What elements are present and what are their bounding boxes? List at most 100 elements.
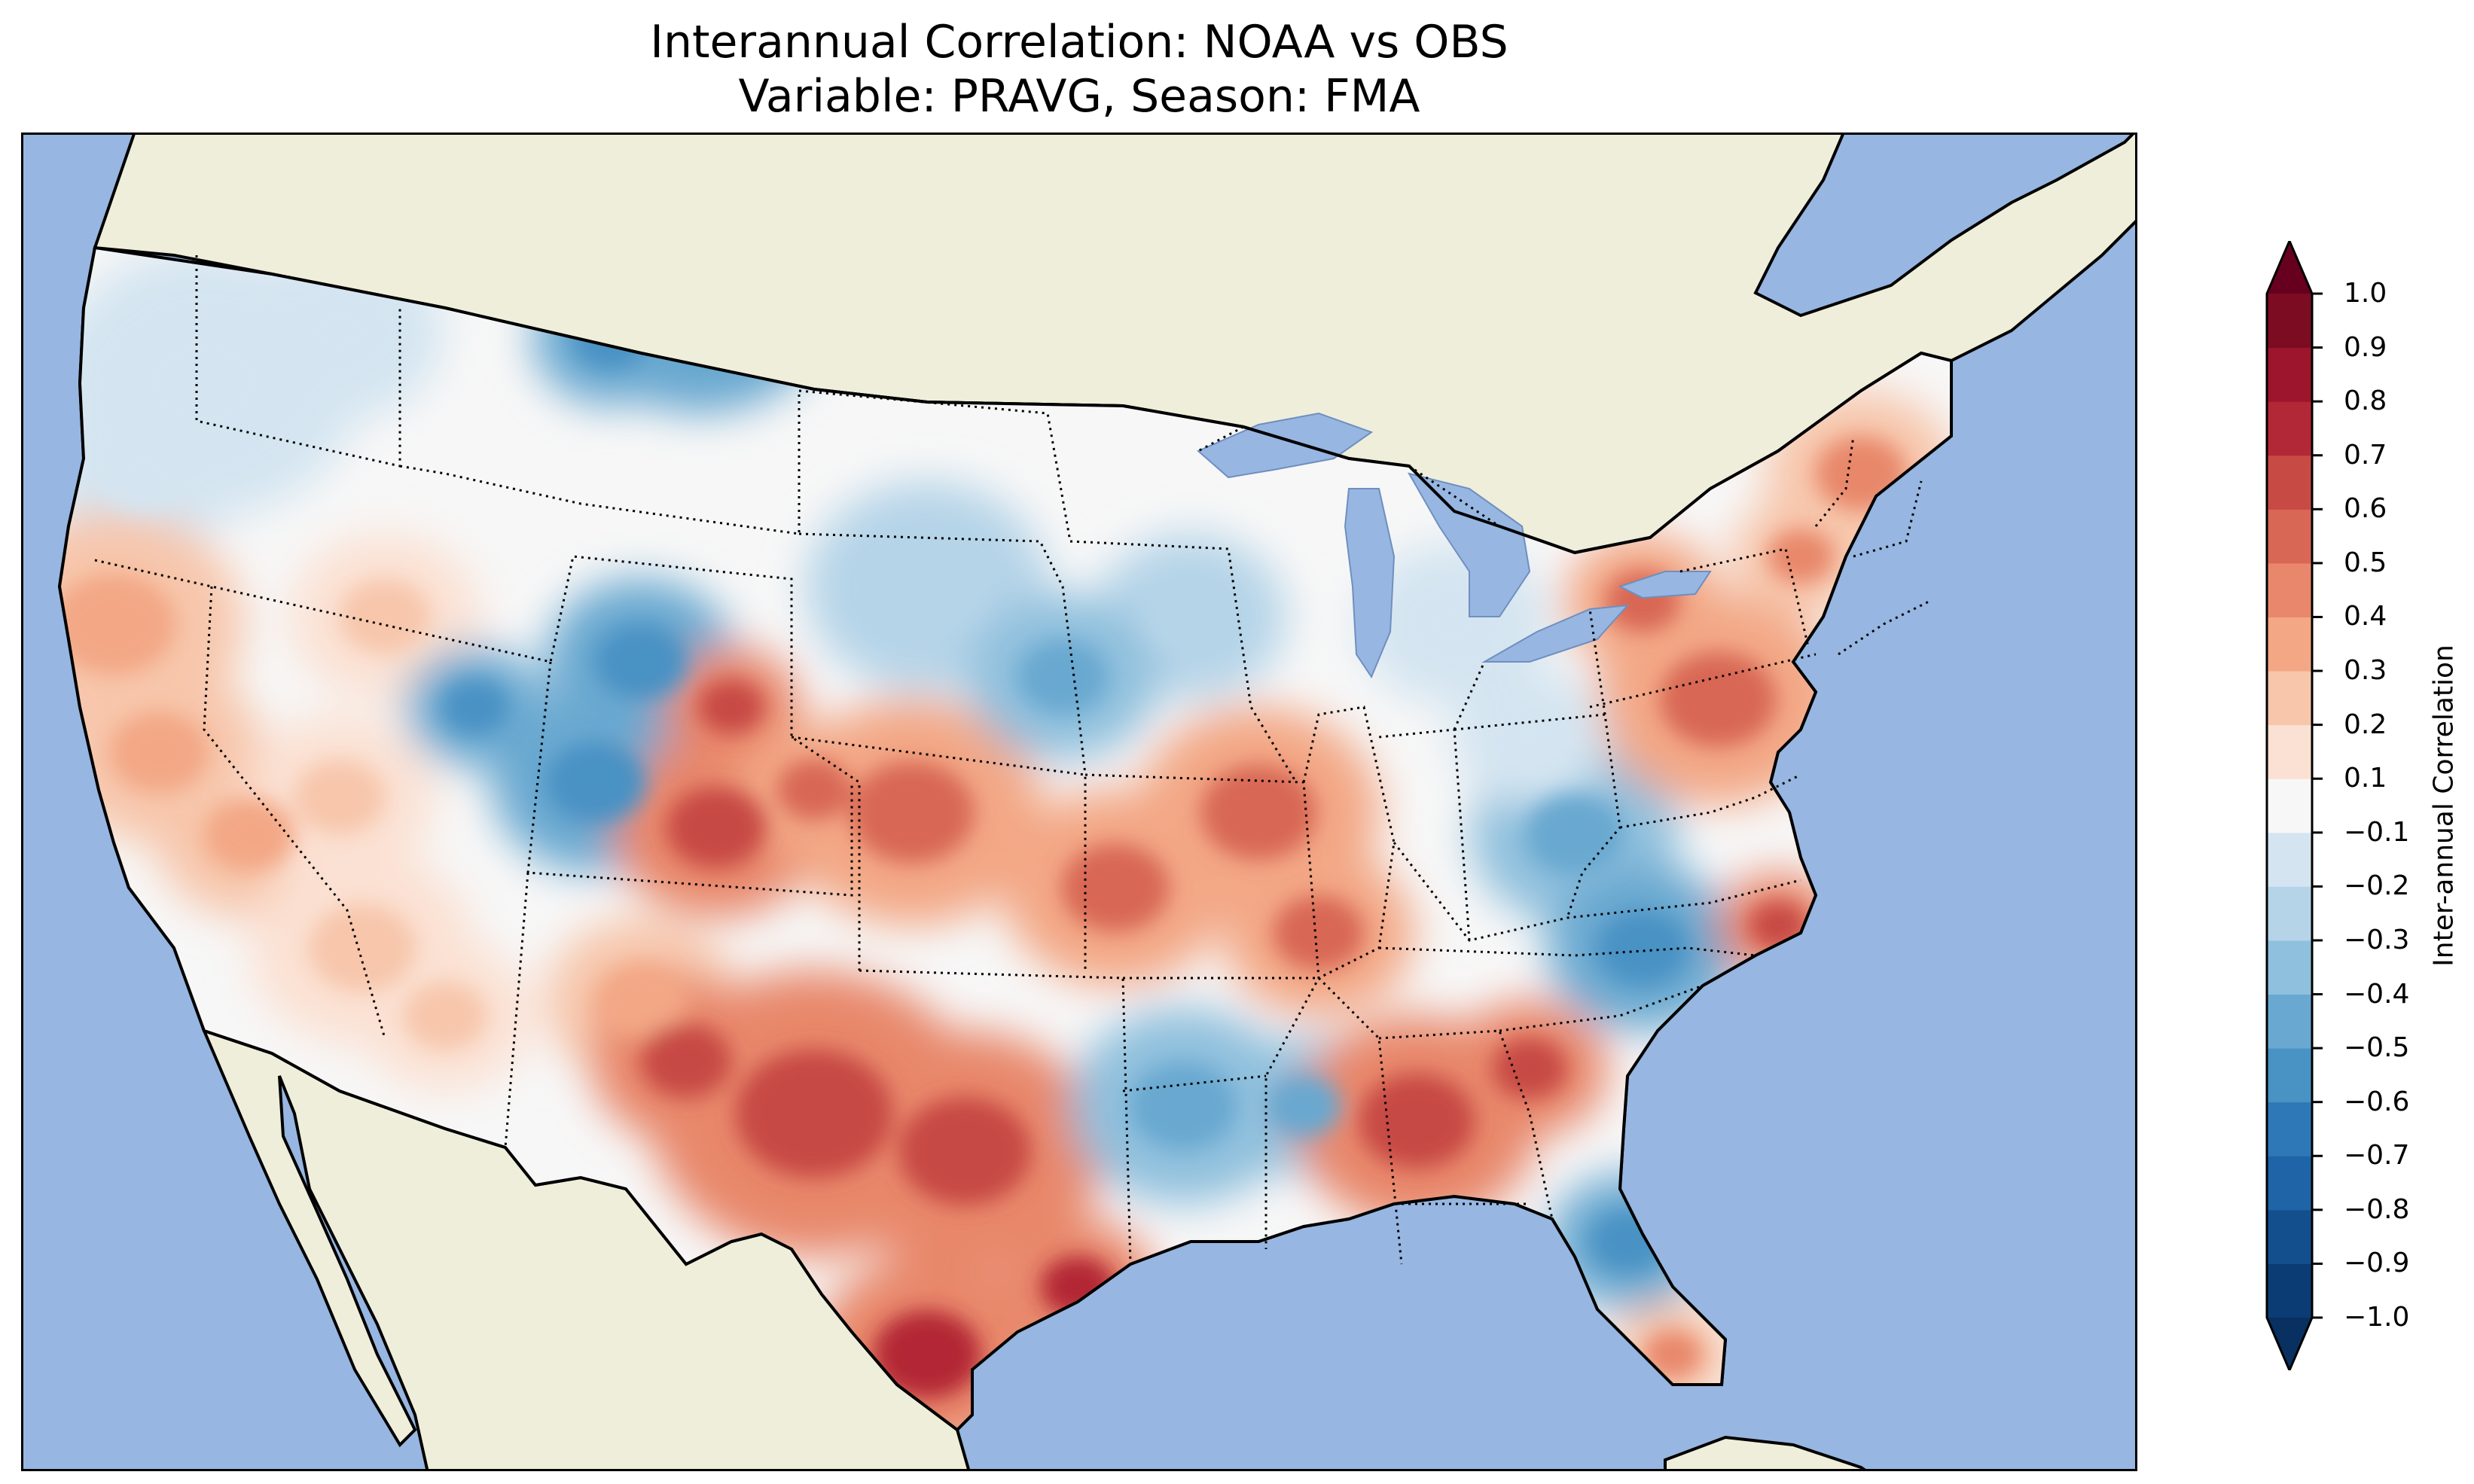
colorbar-tick-label: 0.6 xyxy=(2344,493,2387,525)
field-core-5-0 xyxy=(667,787,766,868)
colorbar-tick-label: −0.9 xyxy=(2344,1248,2410,1279)
colorbar-segment xyxy=(2267,832,2312,887)
field-core-2-1 xyxy=(109,712,209,793)
cuba-land xyxy=(1664,1435,1866,1469)
field-core-4-0 xyxy=(546,742,645,823)
colorbar-tick-label: 0.3 xyxy=(2344,655,2387,687)
colorbar-segment xyxy=(2267,671,2312,726)
field-core-20-0 xyxy=(1749,901,1807,949)
colorbar-segment xyxy=(2267,994,2312,1049)
field-core-8-0 xyxy=(595,963,687,1038)
colorbar-segment xyxy=(2267,509,2312,564)
title-line-1: Interannual Correlation: NOAA vs OBS xyxy=(650,16,1508,69)
field-core-11-2 xyxy=(640,1023,732,1099)
field-core-14-0 xyxy=(1129,1062,1237,1150)
colorbar-tick-label: −0.8 xyxy=(2344,1193,2410,1225)
colorbar xyxy=(2252,241,2335,1370)
colorbar-tick-label: 0.9 xyxy=(2344,331,2387,363)
colorbar-segment xyxy=(2267,562,2312,617)
colorbar-svg xyxy=(2265,241,2323,1370)
colorbar-segment xyxy=(2267,1102,2312,1156)
colorbar-tick-label: −0.5 xyxy=(2344,1032,2410,1064)
colorbar-tick-label: −0.6 xyxy=(2344,1086,2410,1117)
field-core-7-1 xyxy=(404,982,487,1050)
field-core-18-0 xyxy=(1525,794,1624,876)
field-core-2-0 xyxy=(59,573,176,675)
colorbar-segment xyxy=(2267,347,2312,402)
field-core-17-0 xyxy=(1643,1330,1702,1379)
colorbar-segment xyxy=(2267,1048,2312,1103)
field-core-11-1 xyxy=(898,1097,1031,1205)
field-core-14-1 xyxy=(1266,1075,1341,1137)
map-panel xyxy=(21,133,2137,1471)
field-core-21-0 xyxy=(1660,652,1776,747)
colorbar-tick-label: 0.8 xyxy=(2344,385,2387,417)
colorbar-tick-label: −0.2 xyxy=(2344,870,2410,902)
field-core-23-1 xyxy=(1492,706,1567,768)
state-borders xyxy=(94,255,1929,1265)
us-canada-border xyxy=(94,246,1922,554)
field-core-16-0 xyxy=(1590,1211,1665,1272)
field-core-10-0 xyxy=(1017,639,1109,715)
title-line-2: Variable: PRAVG, Season: FMA xyxy=(738,70,1420,123)
colorbar-tick-label: 0.2 xyxy=(2344,708,2387,740)
field-core-6-2 xyxy=(776,759,852,821)
colorbar-extend-max xyxy=(2267,241,2312,294)
field-core-4-2 xyxy=(442,680,508,734)
colorbar-tick-label: 0.7 xyxy=(2344,439,2387,471)
field-core-9-1 xyxy=(1145,579,1237,654)
colorbar-tick-label: −1.0 xyxy=(2344,1302,2410,1333)
field-core-11-0 xyxy=(735,1049,893,1178)
colorbar-segment xyxy=(2267,724,2312,779)
chart-title: Interannual Correlation: NOAA vs OBS Var… xyxy=(21,15,2137,123)
field-core-3-1 xyxy=(294,760,386,835)
colorbar-tick-label: 1.0 xyxy=(2344,278,2387,309)
field-core-3-0 xyxy=(339,579,431,654)
field-core-0-2 xyxy=(98,436,190,511)
colorbar-tick-label: 0.1 xyxy=(2344,763,2387,794)
field-core-15-1 xyxy=(1492,1038,1567,1099)
colorbar-segment xyxy=(2267,617,2312,672)
field-core-6-0 xyxy=(850,761,975,864)
colorbar-tick-label: 0.5 xyxy=(2344,547,2387,578)
lake-michigan xyxy=(1344,488,1396,679)
colorbar-segment xyxy=(2267,294,2312,349)
field-core-0-0 xyxy=(130,322,279,444)
colorbar-segment xyxy=(2267,455,2312,510)
field-core-15-0 xyxy=(1359,1074,1475,1169)
us-mexico-border xyxy=(203,1029,688,1265)
field-core-7-0 xyxy=(308,904,416,992)
field-core-0-1 xyxy=(290,290,389,371)
colorbar-tick-label: −0.4 xyxy=(2344,978,2410,1010)
colorbar-label: Inter-annual Correlation xyxy=(2428,644,2460,967)
colorbar-segment xyxy=(2267,1156,2312,1211)
field-core-12-1 xyxy=(1040,1256,1115,1318)
colorbar-tick-label: 0.4 xyxy=(2344,601,2387,632)
colorbar-segment xyxy=(2267,1263,2312,1318)
colorbar-segment xyxy=(2267,401,2312,456)
field-core-5-1 xyxy=(698,680,764,734)
field-core-22-1 xyxy=(1768,529,1834,584)
colorbar-extend-min xyxy=(2267,1318,2312,1370)
map-svg xyxy=(57,135,2135,1469)
lake-superior xyxy=(1197,412,1374,479)
field-core-19-0 xyxy=(1597,910,1688,986)
field-core-13-0 xyxy=(1200,765,1316,860)
field-core-4-1 xyxy=(595,624,687,699)
colorbar-tick-label: −0.3 xyxy=(2344,924,2410,955)
field-core-13-1 xyxy=(1273,895,1365,971)
field-core-9-0 xyxy=(869,539,985,634)
colorbar-segment xyxy=(2267,886,2312,941)
field-core-2-2 xyxy=(203,797,295,873)
lake-ontario xyxy=(1618,571,1712,599)
colorbar-segment xyxy=(2267,940,2312,995)
field-core-22-0 xyxy=(1815,436,1907,511)
colorbar-segment xyxy=(2267,1209,2312,1264)
colorbar-tick-label: −0.7 xyxy=(2344,1140,2410,1172)
field-core-6-1 xyxy=(1061,843,1170,932)
colorbar-tick-label: −0.1 xyxy=(2344,816,2410,848)
lake-huron xyxy=(1407,472,1531,617)
colorbar-segment xyxy=(2267,779,2312,833)
field-core-12-0 xyxy=(873,1310,981,1399)
